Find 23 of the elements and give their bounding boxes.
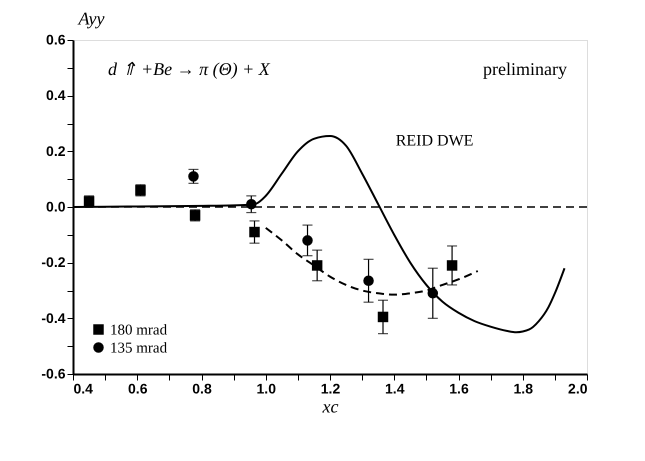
y-tick-label: -0.6 bbox=[41, 366, 66, 382]
y-tick-label: 0.2 bbox=[46, 142, 66, 159]
x-tick-label: 1.2 bbox=[320, 380, 340, 396]
x-tick-label: 1.4 bbox=[385, 380, 405, 396]
y-tick-label: -0.4 bbox=[41, 310, 66, 326]
x-tick-label: 2.0 bbox=[568, 380, 588, 396]
y-tick-label: 0.6 bbox=[46, 32, 66, 48]
x-tick-label: 0.8 bbox=[192, 380, 212, 396]
x-tick-label: 0.4 bbox=[74, 380, 94, 396]
y-tick-label: -0.2 bbox=[41, 254, 66, 270]
y-axis-title: Ayy bbox=[78, 8, 104, 28]
x-tick-label: 1.0 bbox=[256, 380, 276, 396]
x-axis-title: xc bbox=[322, 396, 338, 416]
x-tick-label: 1.6 bbox=[449, 380, 469, 396]
annotation: preliminary bbox=[483, 59, 567, 79]
x-tick-label: 1.8 bbox=[514, 380, 534, 396]
annotation: d ⇑ +Be → π (Θ) + X bbox=[108, 59, 271, 79]
x-tick-label: 0.6 bbox=[128, 380, 148, 396]
legend-label: 135 mrad bbox=[110, 340, 168, 356]
y-tick-label: 0.4 bbox=[46, 87, 66, 104]
legend-label: 180 mrad bbox=[110, 322, 168, 338]
annotation: REID DWE bbox=[396, 132, 474, 150]
y-tick-label: 0.0 bbox=[46, 198, 66, 214]
